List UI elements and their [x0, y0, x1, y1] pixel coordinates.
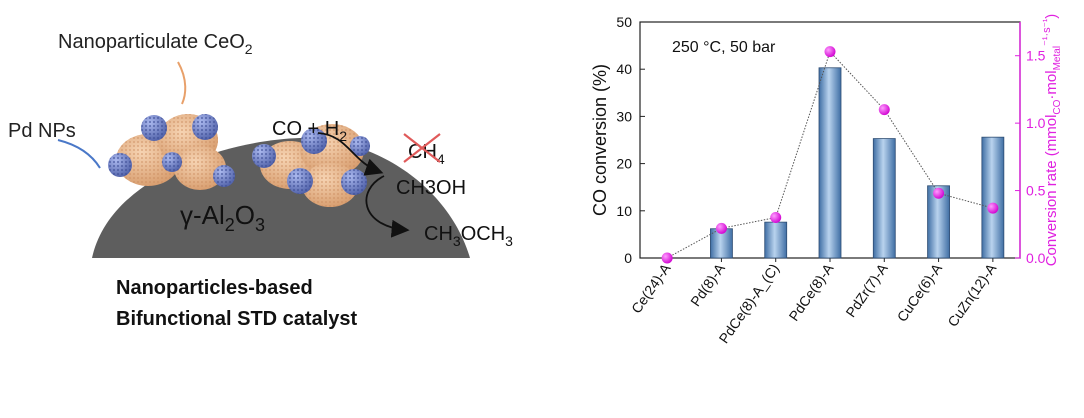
y-tick-label: 10 — [616, 203, 632, 219]
caption-line-2: Bifunctional STD catalyst — [116, 308, 357, 330]
support-label: γ-Al2O3 — [180, 200, 265, 235]
y2-tick-label: 0.5 — [1026, 183, 1046, 199]
co-conversion-bar — [981, 136, 1005, 259]
y2-tick-label: 1.0 — [1026, 115, 1046, 131]
conversion-rate-point — [661, 252, 673, 264]
x-tick-label: Pd(8)-A — [687, 260, 728, 309]
to-methanol-arrow — [317, 132, 384, 176]
chart-annotation: 250 °C, 50 bar — [672, 39, 776, 56]
conversion-rate-point — [878, 104, 890, 116]
y2-tick-label: 0.0 — [1026, 250, 1046, 266]
conversion-rate-point — [715, 222, 727, 234]
x-tick-label: CuZn(12)-A — [944, 260, 999, 330]
x-tick-label: PdCe(8)-A — [785, 260, 836, 324]
y2-tick-label: 1.5 — [1026, 48, 1046, 64]
conversion-rate-point — [824, 46, 836, 58]
pd-nps-label: Pd NPs — [8, 120, 76, 142]
pd-nanoparticles — [108, 114, 370, 195]
ch4-label: CH4 — [408, 141, 445, 167]
y-tick-label: 30 — [616, 108, 632, 124]
x-tick-label: PdCe(8)-A_(C) — [716, 261, 783, 347]
dme-label: CH3OCH3 — [424, 223, 513, 249]
conversion-rate-point — [933, 187, 945, 199]
ceo2-leader-line — [177, 61, 187, 105]
catalyst-scheme: Nanoparticulate CeO2 Pd NPs CO + H2 CH4 … — [8, 31, 513, 330]
co-conversion-bar — [927, 185, 950, 259]
x-tick-label: Ce(24)-A — [628, 260, 674, 316]
co-conversion-bar — [764, 221, 788, 259]
co-conversion-bar — [818, 67, 842, 259]
to-dme-arrow — [365, 175, 410, 238]
ch4-cross-mark — [403, 133, 441, 163]
conversion-rate-point — [770, 212, 782, 224]
y-tick-label: 50 — [616, 14, 632, 30]
methanol-label: CH3OH — [396, 177, 466, 199]
x-tick-label: PdZr(7)-A — [842, 260, 891, 320]
y-axis-label: CO conversion (%) — [590, 64, 610, 216]
x-tick-label: CuCe(6)-A — [894, 260, 946, 325]
ceo2-label: Nanoparticulate CeO2 — [58, 31, 253, 57]
co-conversion-bar — [872, 138, 896, 259]
y-tick-label: 40 — [616, 61, 632, 77]
y-tick-label: 20 — [616, 156, 632, 172]
y2-axis-label: Conversion rate (mmolCO·molMetal⁻¹·s⁻¹) — [1041, 14, 1063, 267]
conversion-rate-point — [987, 202, 999, 214]
pd-leader-line — [57, 139, 101, 169]
caption-line-1: Nanoparticles-based — [116, 277, 313, 299]
y-tick-label: 0 — [624, 250, 632, 266]
feed-label: CO + H2 — [272, 118, 347, 144]
